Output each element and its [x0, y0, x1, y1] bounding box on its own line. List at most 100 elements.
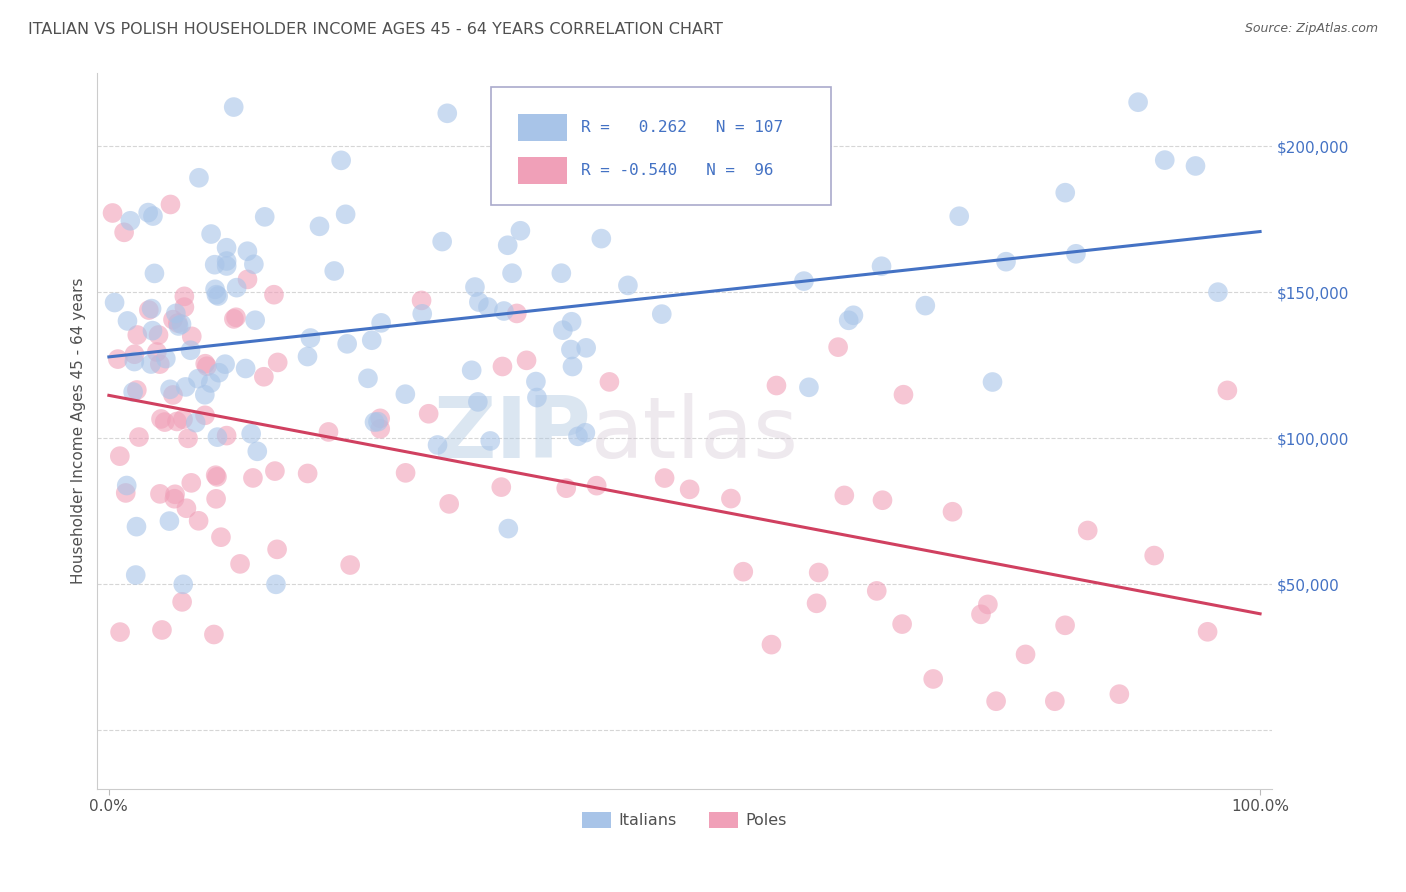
- Point: [775, 175, 797, 189]
- Point: [172, 595, 194, 609]
- Point: [117, 314, 139, 328]
- Point: [143, 266, 166, 280]
- Point: [150, 623, 173, 637]
- Point: [506, 306, 529, 320]
- Point: [394, 387, 416, 401]
- Point: [162, 388, 184, 402]
- Point: [941, 505, 963, 519]
- Point: [194, 357, 217, 371]
- Point: [1014, 648, 1036, 662]
- Point: [115, 478, 138, 492]
- Point: [842, 308, 865, 322]
- Point: [242, 471, 264, 485]
- Point: [1126, 95, 1149, 110]
- Point: [167, 316, 190, 330]
- Point: [357, 371, 380, 385]
- Point: [893, 387, 915, 401]
- Point: [194, 409, 217, 423]
- Point: [172, 577, 194, 591]
- Point: [336, 336, 359, 351]
- Point: [1043, 694, 1066, 708]
- Point: [162, 312, 184, 326]
- Point: [163, 491, 186, 506]
- Text: Source: ZipAtlas.com: Source: ZipAtlas.com: [1244, 22, 1378, 36]
- Point: [870, 259, 893, 273]
- Point: [153, 415, 176, 429]
- Point: [167, 318, 190, 333]
- Point: [360, 333, 382, 347]
- Point: [112, 225, 135, 239]
- Bar: [517, 114, 567, 141]
- Point: [418, 407, 440, 421]
- Point: [159, 382, 181, 396]
- Point: [834, 488, 856, 502]
- Point: [195, 359, 218, 374]
- Point: [1153, 153, 1175, 167]
- Point: [177, 431, 200, 445]
- Point: [496, 238, 519, 252]
- Point: [922, 672, 945, 686]
- Point: [176, 501, 198, 516]
- Point: [561, 315, 583, 329]
- Point: [678, 483, 700, 497]
- Point: [323, 264, 346, 278]
- Point: [148, 328, 170, 343]
- Point: [914, 299, 936, 313]
- Point: [509, 224, 531, 238]
- Point: [720, 491, 742, 506]
- Point: [585, 478, 607, 492]
- Point: [1143, 549, 1166, 563]
- Bar: [517, 157, 567, 184]
- Point: [215, 428, 238, 442]
- Text: ZIP: ZIP: [433, 393, 591, 476]
- Point: [501, 266, 523, 280]
- Point: [574, 425, 596, 440]
- FancyBboxPatch shape: [491, 87, 831, 205]
- Point: [225, 280, 247, 294]
- Point: [1077, 524, 1099, 538]
- Point: [1206, 285, 1229, 300]
- Point: [515, 353, 537, 368]
- Point: [467, 395, 489, 409]
- Text: R =   0.262   N = 107: R = 0.262 N = 107: [581, 120, 783, 135]
- Point: [120, 214, 142, 228]
- Point: [240, 426, 263, 441]
- Point: [172, 412, 194, 426]
- Point: [477, 300, 499, 314]
- Point: [125, 383, 148, 397]
- Point: [308, 219, 330, 234]
- Point: [367, 415, 389, 429]
- Point: [827, 340, 849, 354]
- Point: [595, 158, 617, 172]
- Point: [128, 430, 150, 444]
- Point: [180, 329, 202, 343]
- Point: [187, 372, 209, 386]
- Point: [215, 241, 238, 255]
- Point: [159, 197, 181, 211]
- Point: [561, 359, 583, 374]
- Point: [180, 475, 202, 490]
- Point: [806, 596, 828, 610]
- Point: [166, 414, 188, 428]
- Point: [981, 375, 1004, 389]
- Point: [253, 210, 276, 224]
- Legend: Italians, Poles: Italians, Poles: [575, 805, 793, 835]
- Text: R = -0.540   N =  96: R = -0.540 N = 96: [581, 163, 773, 178]
- Point: [222, 100, 245, 114]
- Point: [524, 375, 547, 389]
- Point: [205, 491, 228, 506]
- Point: [1064, 247, 1087, 261]
- Point: [617, 278, 640, 293]
- Point: [141, 324, 163, 338]
- Point: [498, 522, 520, 536]
- Point: [236, 272, 259, 286]
- Point: [122, 384, 145, 399]
- Point: [339, 558, 361, 572]
- Point: [1108, 687, 1130, 701]
- Point: [101, 206, 124, 220]
- Point: [872, 493, 894, 508]
- Point: [243, 313, 266, 327]
- Point: [125, 568, 148, 582]
- Point: [142, 209, 165, 223]
- Point: [207, 289, 229, 303]
